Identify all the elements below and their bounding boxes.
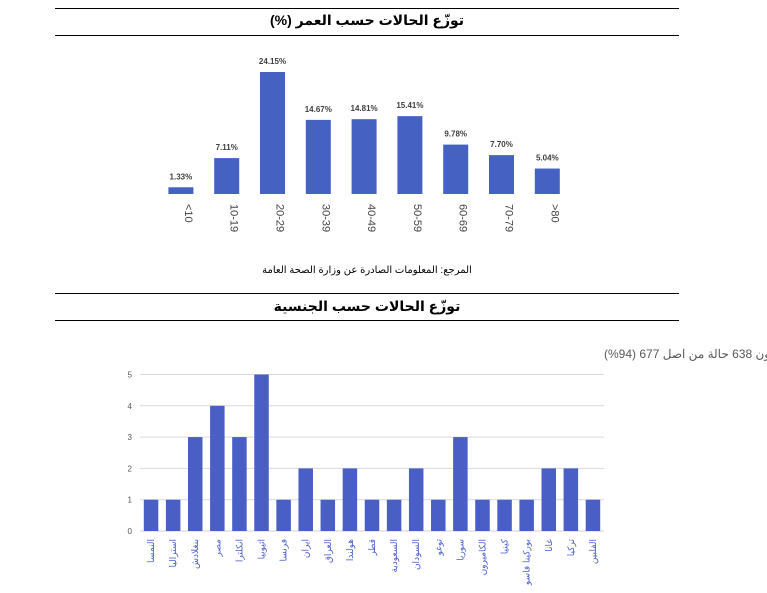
age-bar-value-label: 9.78% xyxy=(444,130,467,139)
nationality-bar xyxy=(541,468,557,531)
nationality-category-label: الفلبين xyxy=(589,539,599,564)
y-tick-label: 4 xyxy=(128,402,133,411)
nationality-category-label: بنغلادش xyxy=(191,539,201,569)
nationality-bar xyxy=(497,499,512,531)
nationality-bar xyxy=(320,499,336,531)
age-bar xyxy=(489,155,514,194)
nationality-bar xyxy=(143,499,159,531)
nationality-category-label: العراق xyxy=(324,539,334,563)
nationality-category-label: كينيا xyxy=(501,538,511,554)
nationality-category-label: الكاميرون xyxy=(478,539,488,575)
age-bar xyxy=(305,119,331,194)
nationality-bar xyxy=(364,499,380,531)
age-category-label: 10-19 xyxy=(228,204,240,232)
age-title-rule xyxy=(55,35,679,36)
nationality-category-label: توغو xyxy=(434,539,444,557)
age-category-label: 30-39 xyxy=(319,204,331,232)
nationality-category-label: استراليا xyxy=(169,539,179,567)
nationality-top-rule xyxy=(55,293,679,294)
age-distribution-chart: 1.33% <10 7.11% 10-19 24.15% 20-29 14.67% 30-39… xyxy=(168,57,560,232)
nationality-bar xyxy=(276,499,291,531)
nationality-bar xyxy=(254,374,269,531)
age-category-label: <10 xyxy=(182,204,194,223)
nationality-bar xyxy=(386,499,402,531)
age-bar-value-label: 14.81% xyxy=(351,104,378,113)
nationality-category-label: غانا xyxy=(545,539,555,552)
age-category-label: 60-69 xyxy=(457,204,469,232)
nationality-bar xyxy=(431,499,446,531)
nationality-bar xyxy=(453,437,468,531)
age-bar xyxy=(214,158,240,194)
age-chart-title: توزّع الحالات حسب العمر (%) xyxy=(269,12,465,28)
nationality-category-label: سوريا xyxy=(456,539,466,561)
y-tick-label: 3 xyxy=(128,433,133,442)
age-bar-value-label: 5.04% xyxy=(536,154,559,163)
y-tick-label: 5 xyxy=(128,371,133,380)
nationality-category-label: انكلترا xyxy=(235,539,245,562)
nationality-bar xyxy=(298,468,313,531)
nationality-category-label: ايران xyxy=(302,539,312,558)
nationality-title-rule xyxy=(55,320,679,321)
nationality-bar xyxy=(475,499,490,531)
age-bar xyxy=(397,116,423,194)
nationality-category-label: قطر xyxy=(368,539,378,557)
nationality-bar xyxy=(187,437,203,531)
age-bar xyxy=(351,119,377,194)
nationality-bar xyxy=(563,468,579,531)
age-bar xyxy=(260,72,285,194)
nationality-chart-subtitle: اللبنانيون 638 حالة من اصل 677 (94%) xyxy=(604,347,767,361)
nationality-bar xyxy=(165,499,181,531)
nationality-category-label: بوركينا فاسو xyxy=(523,539,533,586)
age-bar-value-label: 24.15% xyxy=(259,57,286,66)
nationality-category-label: فرنسا xyxy=(280,539,290,562)
nationality-bar xyxy=(519,499,534,531)
nationality-category-label: اثيوبيا xyxy=(258,539,268,559)
nationality-category-label: مصر xyxy=(213,539,223,558)
y-tick-label: 2 xyxy=(128,464,133,473)
age-bar-value-label: 1.33% xyxy=(170,172,193,181)
age-bar-value-label: 14.67% xyxy=(305,105,332,114)
nationality-bar xyxy=(342,468,358,531)
age-bar xyxy=(534,168,560,194)
age-category-label: 20-29 xyxy=(274,204,286,232)
nationality-category-label: السعودية xyxy=(390,539,400,573)
age-bar-value-label: 15.41% xyxy=(396,101,423,110)
y-tick-label: 1 xyxy=(128,496,133,505)
age-bar xyxy=(443,144,469,194)
age-bar-value-label: 7.70% xyxy=(490,140,513,149)
age-category-label: 70-79 xyxy=(503,204,515,232)
nationality-bar xyxy=(585,499,601,531)
nationality-category-label: تركيا xyxy=(567,539,577,557)
age-bar xyxy=(168,187,194,194)
nationality-bar xyxy=(210,405,225,531)
nationality-bar xyxy=(232,437,247,531)
source-note: المرجع: المعلومات الصادرة عن وزارة الصحة… xyxy=(262,265,472,276)
top-rule xyxy=(55,8,679,9)
nationality-bar xyxy=(408,468,424,531)
age-category-label: 50-59 xyxy=(411,204,423,232)
age-bar-value-label: 7.11% xyxy=(216,143,238,152)
age-category-label: >80 xyxy=(548,204,560,223)
nationality-category-label: السودان xyxy=(412,539,422,570)
nationality-category-label: النمسا xyxy=(147,539,157,563)
nationality-chart-title: توزّع الحالات حسب الجنسية xyxy=(273,298,461,314)
y-tick-label: 0 xyxy=(128,527,133,536)
age-category-label: 40-49 xyxy=(365,204,377,232)
nationality-category-label: هولندا xyxy=(346,539,356,561)
